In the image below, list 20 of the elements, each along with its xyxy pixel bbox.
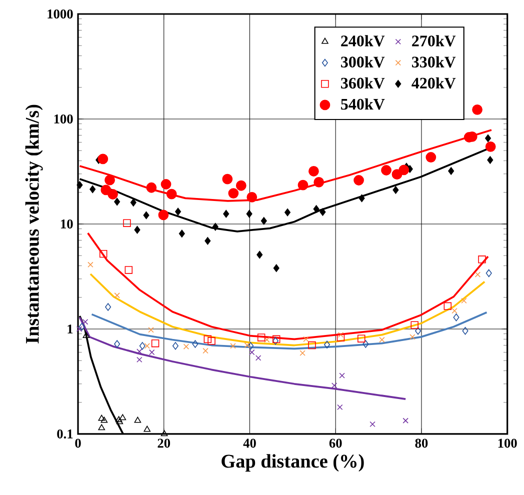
x-tick-label: 20 [158,438,170,448]
legend-label: 420kV [412,77,456,89]
y-tick-label: 1000 [48,9,73,18]
y-tick-label: 10 [61,219,73,228]
y-tick-label: 1 [68,324,73,334]
legend-label: 330kV [412,56,456,68]
x-tick-label: 100 [498,438,517,448]
legend-label: 240kV [341,35,385,46]
y-tick-label: 100 [54,114,73,124]
y-tick-label: 0.1 [57,429,73,439]
y-axis-title: Instantaneous velocity (km/s) [25,104,43,344]
x-tick-label: 60 [329,438,342,448]
legend-label: 360kV [341,77,385,89]
x-tick-label: 0 [75,438,81,448]
x-tick-label: 80 [415,438,428,448]
legend-label: 540kV [341,98,385,110]
legend-label: 300kV [341,56,385,68]
x-axis-title: Gap distance (%) [222,454,364,472]
legend-label: 270kV [412,35,456,46]
x-tick-label: 40 [243,438,256,448]
